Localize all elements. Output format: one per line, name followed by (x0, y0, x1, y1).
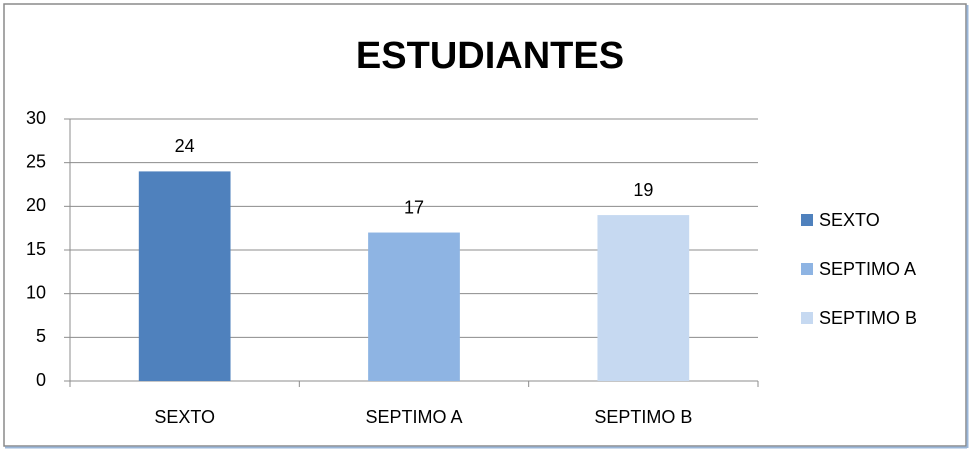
bar (368, 232, 460, 381)
legend-swatch (801, 263, 813, 275)
y-tick-label: 15 (26, 239, 46, 259)
legend-label: SEPTIMO B (819, 308, 917, 328)
data-label: 24 (175, 136, 195, 156)
data-label: 19 (633, 180, 653, 200)
legend-label: SEXTO (819, 210, 880, 230)
legend-swatch (801, 214, 813, 226)
x-tick-label: SEXTO (154, 407, 215, 427)
bar (597, 215, 690, 381)
x-tick-label: SEPTIMO A (365, 407, 462, 427)
data-label: 17 (404, 197, 424, 217)
y-tick-label: 5 (36, 326, 46, 346)
x-tick-label: SEPTIMO B (594, 407, 692, 427)
y-tick-label: 30 (26, 108, 46, 128)
bar (138, 171, 231, 381)
chart-title: ESTUDIANTES (356, 35, 624, 77)
y-tick-label: 20 (26, 195, 46, 215)
legend-label: SEPTIMO A (819, 259, 916, 279)
y-tick-label: 25 (26, 151, 46, 171)
y-tick-label: 0 (36, 370, 46, 390)
y-tick-label: 10 (26, 282, 46, 302)
legend-swatch (801, 312, 813, 324)
